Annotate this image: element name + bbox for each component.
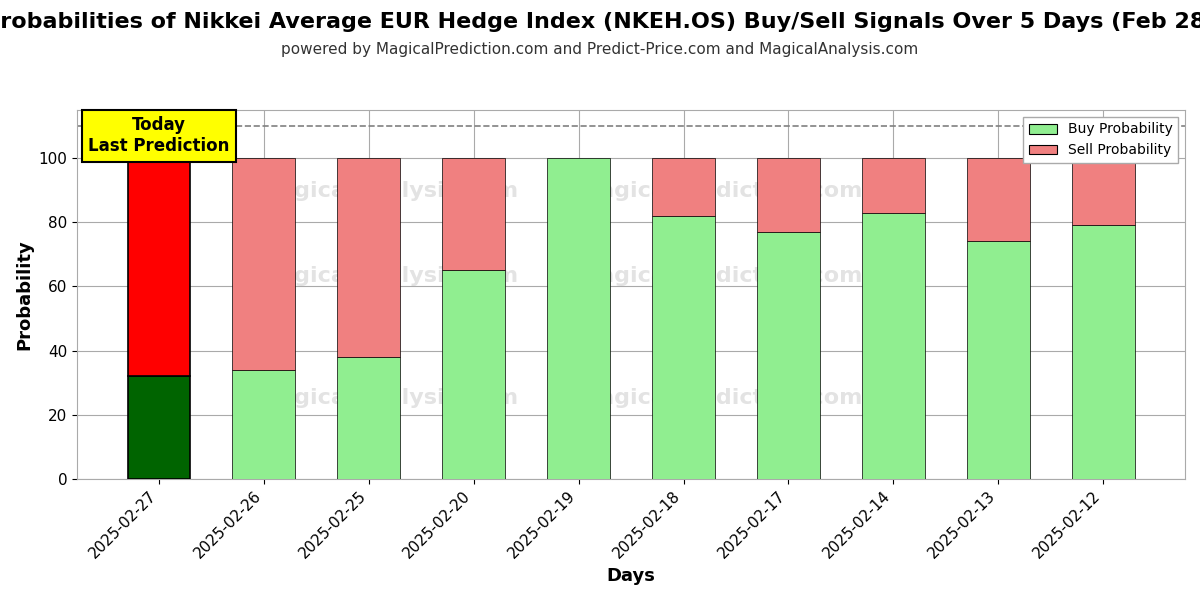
Bar: [757, 232, 820, 479]
Bar: [337, 158, 401, 357]
Bar: [1072, 158, 1135, 226]
Bar: [652, 216, 715, 479]
Bar: [1072, 226, 1135, 479]
Legend: Buy Probability, Sell Probability: Buy Probability, Sell Probability: [1024, 117, 1178, 163]
Text: MagicalAnalysis.com: MagicalAnalysis.com: [257, 266, 518, 286]
Bar: [652, 158, 715, 216]
Text: MagicalPrediction.com: MagicalPrediction.com: [577, 266, 863, 286]
Y-axis label: Probability: Probability: [14, 239, 32, 350]
Text: MagicalPrediction.com: MagicalPrediction.com: [577, 181, 863, 201]
Text: Probabilities of Nikkei Average EUR Hedge Index (NKEH.OS) Buy/Sell Signals Over : Probabilities of Nikkei Average EUR Hedg…: [0, 12, 1200, 32]
Bar: [967, 158, 1030, 241]
Bar: [967, 241, 1030, 479]
Bar: [443, 158, 505, 271]
X-axis label: Days: Days: [607, 567, 655, 585]
Text: MagicalAnalysis.com: MagicalAnalysis.com: [257, 181, 518, 201]
Text: MagicalPrediction.com: MagicalPrediction.com: [577, 388, 863, 407]
Bar: [233, 158, 295, 370]
Bar: [862, 158, 925, 212]
Text: Today
Last Prediction: Today Last Prediction: [89, 116, 229, 155]
Bar: [337, 357, 401, 479]
Bar: [547, 158, 610, 479]
Text: MagicalAnalysis.com: MagicalAnalysis.com: [257, 388, 518, 407]
Bar: [127, 158, 191, 376]
Bar: [127, 376, 191, 479]
Bar: [862, 212, 925, 479]
Text: powered by MagicalPrediction.com and Predict-Price.com and MagicalAnalysis.com: powered by MagicalPrediction.com and Pre…: [281, 42, 919, 57]
Bar: [233, 370, 295, 479]
Bar: [443, 271, 505, 479]
Bar: [757, 158, 820, 232]
